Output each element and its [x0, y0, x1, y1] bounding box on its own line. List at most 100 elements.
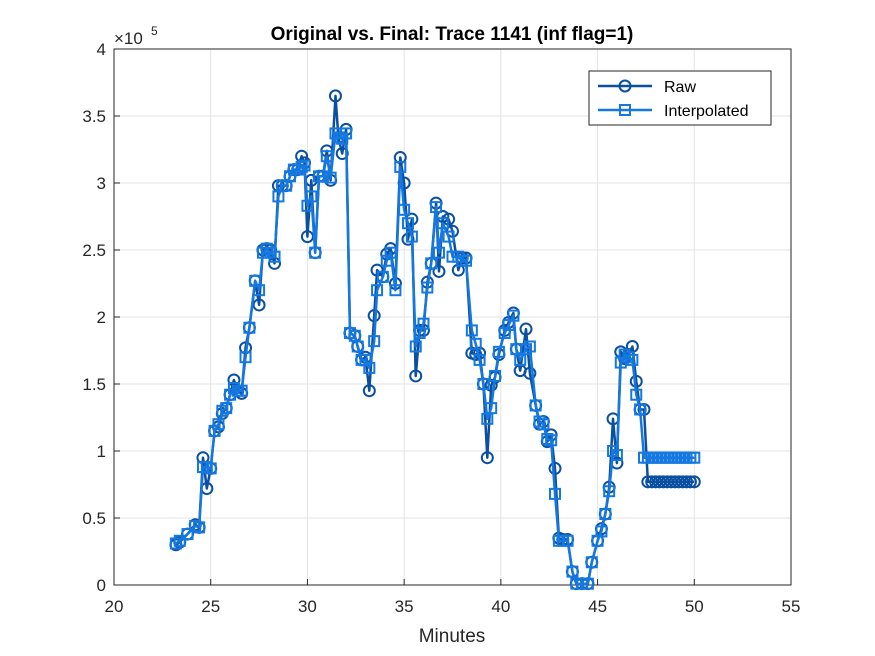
x-tick-label: 30	[298, 597, 317, 616]
data-point	[610, 449, 623, 462]
data-point	[581, 577, 594, 590]
data-point	[216, 404, 229, 417]
data-point	[585, 556, 598, 569]
data-point	[409, 369, 423, 383]
legend-interpolated-marker	[619, 104, 631, 116]
data-point	[436, 217, 449, 230]
data-point	[189, 520, 202, 533]
data-point	[549, 487, 562, 500]
data-point	[402, 217, 415, 230]
data-point	[252, 298, 266, 312]
data-point	[469, 337, 482, 350]
data-point	[465, 324, 478, 337]
series-layer	[169, 89, 701, 591]
y-tick-label: 4	[97, 40, 106, 59]
y-tick-label: 1	[97, 442, 106, 461]
y-tick-label: 3	[97, 174, 106, 193]
x-tick-label: 55	[782, 597, 801, 616]
data-point	[384, 246, 397, 259]
x-axis-label: Minutes	[419, 626, 486, 647]
data-point	[430, 201, 443, 214]
chart-title: Original vs. Final: Trace 1141 (inf flag…	[271, 24, 634, 45]
data-point	[243, 321, 256, 334]
y-exponent-power: 5	[151, 24, 158, 38]
y-tick-label: 3.5	[82, 107, 106, 126]
data-point	[566, 565, 579, 578]
data-point	[268, 250, 281, 263]
data-point	[492, 345, 505, 358]
x-tick-label: 20	[105, 597, 124, 616]
x-tick-label: 25	[201, 597, 220, 616]
data-point	[485, 402, 498, 415]
data-point	[442, 230, 455, 243]
data-point	[295, 160, 308, 173]
legend-raw-marker	[618, 79, 632, 93]
data-point	[480, 451, 494, 465]
data-point	[340, 127, 353, 140]
legend: Raw Interpolated	[588, 70, 772, 126]
data-point	[489, 369, 502, 382]
data-point	[324, 171, 337, 184]
data-point	[417, 317, 430, 330]
data-point	[421, 281, 434, 294]
data-point	[362, 384, 376, 398]
data-point	[196, 451, 210, 465]
data-point	[451, 263, 465, 277]
data-point	[626, 353, 639, 366]
data-point	[380, 254, 393, 267]
data-point	[688, 451, 701, 464]
data-point	[634, 403, 647, 416]
y-tick-label: 0.5	[82, 509, 106, 528]
data-point	[220, 402, 233, 415]
data-point	[409, 340, 422, 353]
data-point	[328, 89, 342, 103]
data-point	[309, 246, 322, 259]
data-point	[680, 475, 694, 489]
data-point	[595, 525, 608, 538]
data-point	[173, 534, 186, 547]
data-point	[460, 254, 473, 267]
data-point	[630, 388, 643, 401]
data-point	[239, 351, 252, 364]
legend-raw-label: Raw	[664, 79, 696, 96]
data-point	[235, 384, 248, 397]
data-point	[320, 150, 333, 163]
data-point	[393, 151, 407, 165]
data-point	[523, 366, 537, 380]
data-point	[284, 170, 297, 183]
data-point	[193, 521, 206, 534]
data-point	[622, 351, 635, 364]
data-point	[335, 147, 349, 161]
data-point	[204, 462, 217, 475]
data-point	[498, 327, 511, 340]
series-raw	[169, 89, 701, 591]
data-point	[208, 424, 221, 437]
data-point	[519, 322, 533, 336]
data-point	[599, 507, 612, 520]
data-point	[212, 418, 225, 431]
data-point	[371, 284, 384, 297]
y-tick-label: 2.5	[82, 241, 106, 260]
data-point	[545, 434, 558, 447]
x-tick-label: 50	[685, 597, 704, 616]
x-tick-label: 35	[395, 597, 414, 616]
data-point	[687, 475, 701, 489]
data-point	[520, 343, 533, 356]
data-point	[529, 399, 542, 412]
grid	[113, 48, 792, 586]
y-exponent-base: ×10	[114, 29, 143, 48]
axis-ticks: 20 25 30 35 40 45 50 55 0 0.5 1 1.5 2 2.5 3 3.5 4	[82, 40, 800, 616]
data-point	[253, 284, 266, 297]
data-point	[603, 485, 616, 498]
data-point	[368, 335, 381, 348]
data-point	[363, 361, 376, 374]
data-point	[507, 309, 520, 322]
data-point	[200, 461, 213, 474]
data-point	[401, 232, 415, 246]
y-tick-label: 2	[97, 308, 106, 327]
data-point	[305, 190, 318, 203]
x-tick-label: 45	[588, 597, 607, 616]
data-point	[398, 203, 411, 216]
data-point	[432, 246, 445, 259]
data-point	[477, 378, 490, 390]
